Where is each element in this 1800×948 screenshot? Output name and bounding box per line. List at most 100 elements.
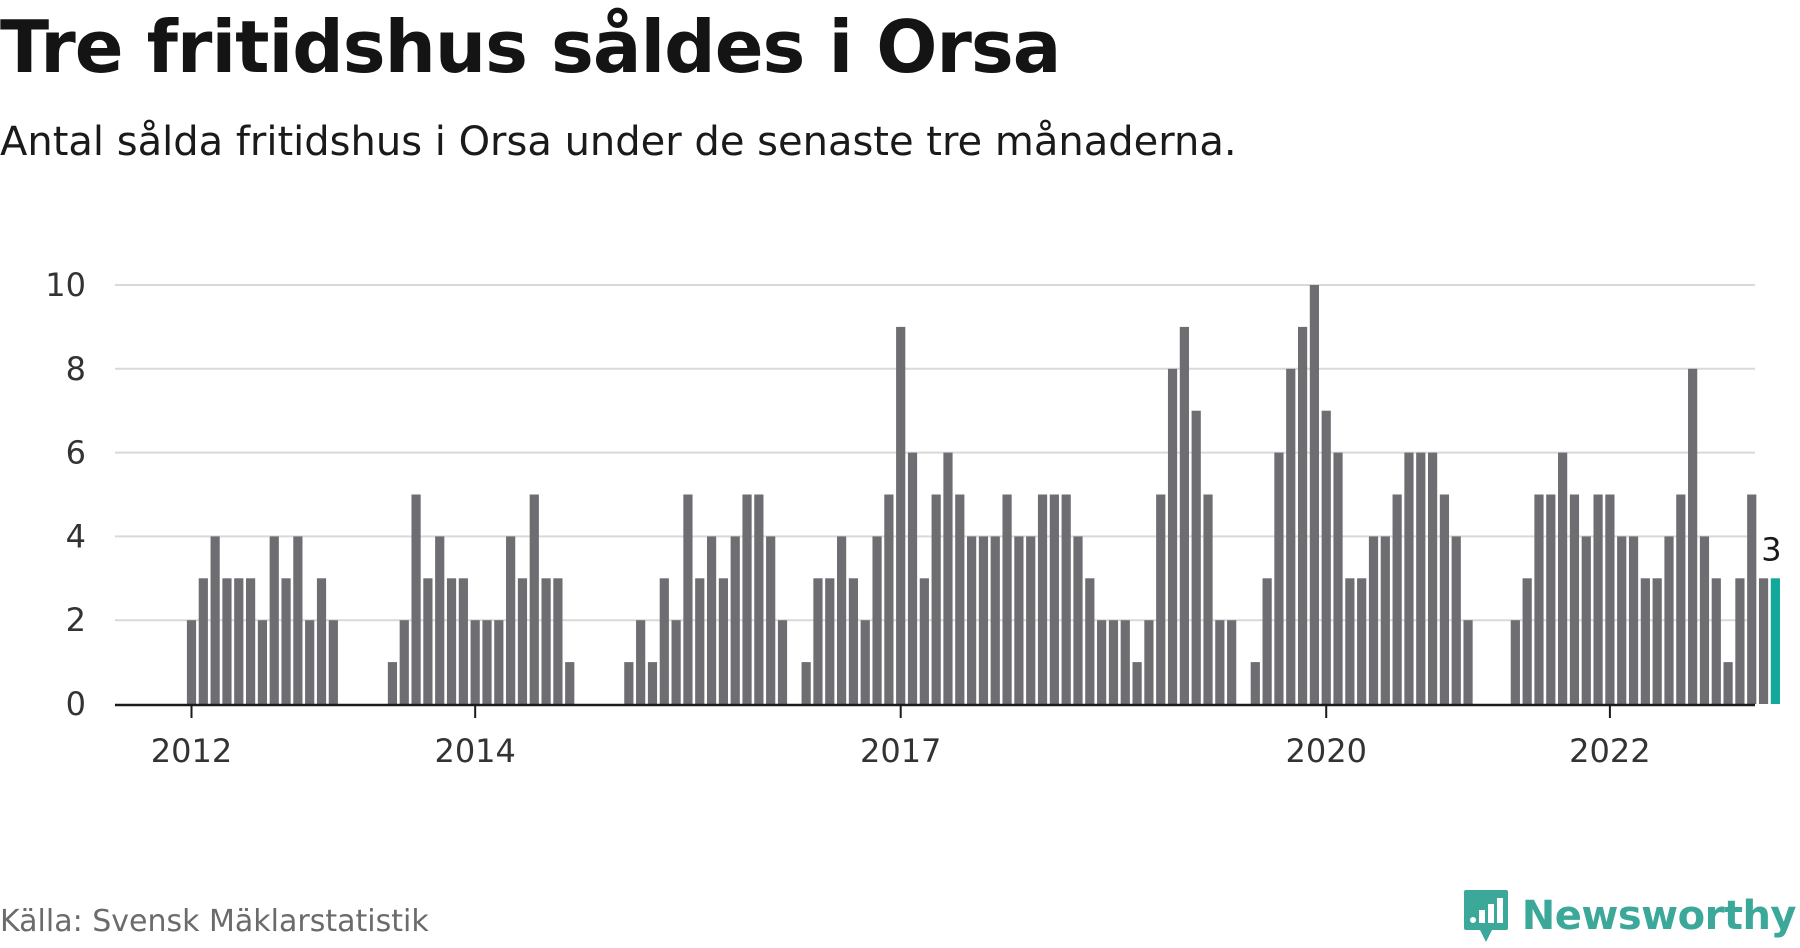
bar — [766, 536, 776, 704]
y-tick-label: 6 — [66, 434, 86, 472]
bar — [257, 620, 268, 704]
bar — [1179, 326, 1189, 704]
bar — [860, 620, 870, 704]
bar — [1120, 620, 1130, 704]
bar — [1108, 620, 1119, 704]
x-tick-label: 2020 — [1286, 732, 1367, 770]
bar — [777, 620, 788, 704]
bar — [1132, 662, 1142, 704]
bar — [305, 620, 315, 704]
bar — [541, 578, 551, 704]
bar — [801, 662, 811, 704]
bar — [1416, 452, 1426, 704]
x-tick-label: 2012 — [151, 732, 232, 770]
bar — [1097, 620, 1107, 704]
bar — [1333, 452, 1343, 704]
bar — [1191, 410, 1201, 704]
bar — [907, 452, 918, 704]
bar — [1546, 494, 1556, 704]
bar — [1569, 494, 1580, 704]
bar — [813, 578, 823, 704]
bar — [990, 536, 1000, 704]
bar — [1534, 494, 1544, 704]
bar — [754, 494, 764, 704]
bar — [884, 494, 894, 704]
bar — [399, 620, 409, 704]
bar — [246, 578, 256, 704]
bar — [837, 536, 847, 704]
bar — [1428, 452, 1438, 704]
bar — [1593, 494, 1603, 704]
bar — [659, 578, 669, 704]
y-tick-label: 0 — [66, 685, 86, 723]
bar — [470, 620, 480, 704]
bar — [328, 620, 338, 704]
x-tick-label: 2014 — [434, 732, 515, 770]
bar — [931, 494, 941, 704]
bar — [423, 578, 433, 704]
y-tick-label: 2 — [66, 601, 86, 639]
bar — [1227, 620, 1237, 704]
y-tick-label: 10 — [45, 266, 86, 304]
bar — [1640, 578, 1650, 704]
bar — [1274, 452, 1284, 704]
newsworthy-logo-icon — [1463, 890, 1508, 942]
bar — [1250, 662, 1260, 704]
bar — [1002, 494, 1012, 704]
bar — [517, 578, 528, 704]
bar — [482, 620, 492, 704]
chart-title: Tre fritidshus såldes i Orsa — [0, 5, 1061, 89]
bar — [1345, 578, 1355, 704]
bar — [1321, 410, 1331, 704]
bar — [1581, 536, 1591, 704]
bar — [1262, 578, 1272, 704]
bar — [458, 578, 468, 704]
bar — [1404, 452, 1414, 704]
bar — [1676, 494, 1686, 704]
bar — [446, 578, 457, 704]
bar — [1463, 620, 1473, 704]
bar — [1085, 578, 1095, 704]
bar — [234, 578, 244, 704]
bar — [1368, 536, 1379, 704]
bars — [186, 285, 1780, 704]
bar — [1439, 494, 1450, 704]
bar — [1026, 536, 1036, 704]
bar — [316, 578, 327, 704]
bar — [281, 578, 291, 704]
bar — [1014, 536, 1024, 704]
bar — [269, 536, 279, 704]
bar — [695, 578, 705, 704]
bar — [1451, 536, 1461, 704]
bar — [1144, 620, 1154, 704]
chart-subtitle: Antal sålda fritidshus i Orsa under de s… — [0, 119, 1237, 165]
bar — [411, 494, 421, 704]
bar — [919, 578, 929, 704]
bar — [896, 326, 906, 704]
bar — [742, 494, 752, 704]
bar — [706, 536, 717, 704]
bar — [387, 662, 398, 704]
bar — [210, 536, 220, 704]
bar — [1061, 494, 1071, 704]
bar — [529, 494, 539, 704]
bar — [1605, 494, 1615, 704]
bar — [636, 620, 646, 704]
bar — [565, 662, 575, 704]
bar — [1628, 536, 1639, 704]
bar — [222, 578, 232, 704]
bar — [1286, 368, 1296, 704]
bar — [1357, 578, 1367, 704]
bar — [1297, 326, 1308, 704]
bar — [825, 578, 835, 704]
bar — [872, 536, 882, 704]
brand-logo: Newsworthy — [1462, 884, 1797, 948]
bar — [848, 578, 859, 704]
bar — [494, 620, 504, 704]
bar — [1747, 494, 1757, 704]
x-tick-label: 2022 — [1569, 732, 1650, 770]
bar — [293, 536, 303, 704]
bar — [1215, 620, 1225, 704]
bar — [186, 620, 197, 704]
bar — [1156, 494, 1166, 704]
